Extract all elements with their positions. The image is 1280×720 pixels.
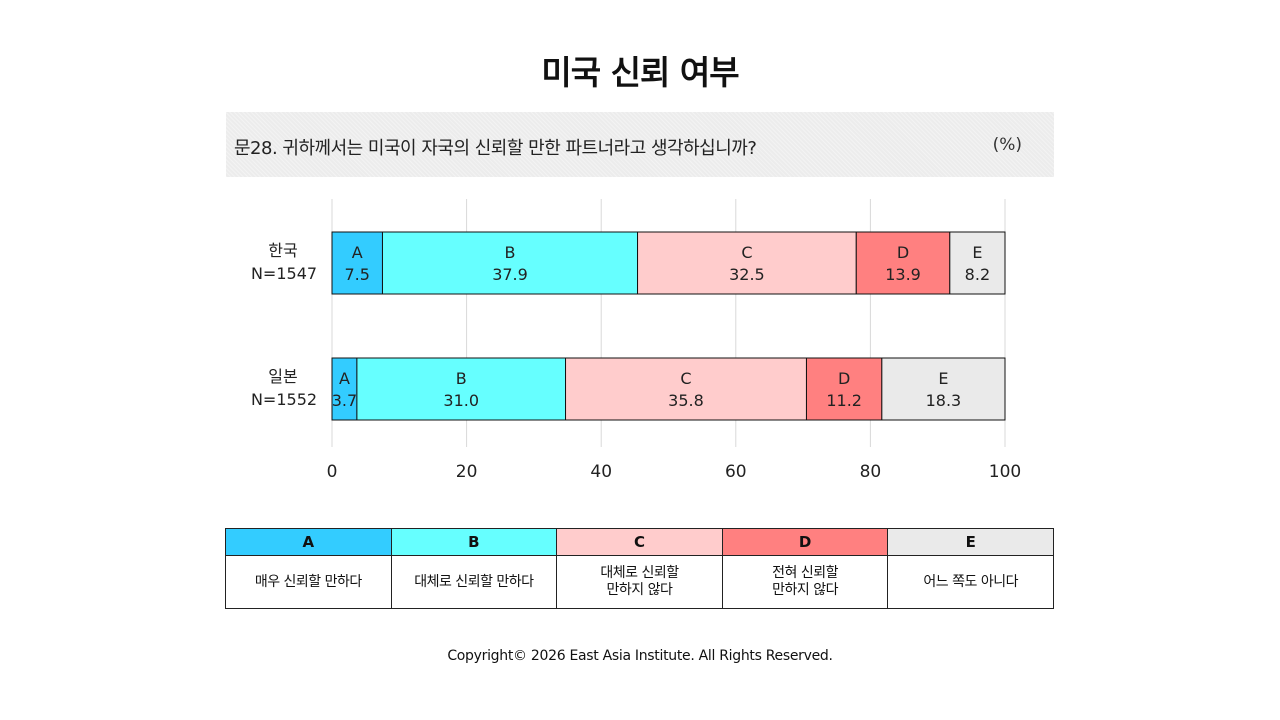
legend-description-line: 대체로 신뢰할 만하다 xyxy=(414,573,534,590)
legend-key-d: D xyxy=(721,528,889,556)
bar-series-label: A xyxy=(352,243,363,262)
unit-label: (%) xyxy=(992,135,1022,155)
legend-description-line: 만하지 않다 xyxy=(772,582,838,598)
legend-description-line: 어느 쪽도 아니다 xyxy=(923,573,1018,590)
bar-segment xyxy=(356,357,567,421)
bar-value-label: 31.0 xyxy=(443,391,479,410)
category-label: 일본 xyxy=(268,367,297,386)
bar-value-label: 3.7 xyxy=(332,391,357,410)
legend-description-e: 어느 쪽도 아니다 xyxy=(887,555,1054,609)
bar-segment xyxy=(805,357,883,421)
bar-value-label: 35.8 xyxy=(668,391,704,410)
legend-key-e: E xyxy=(887,528,1054,556)
bar-segment xyxy=(881,357,1006,421)
x-tick-label: 20 xyxy=(456,462,478,482)
legend-key-b: B xyxy=(390,528,558,556)
x-tick-label: 60 xyxy=(725,462,747,482)
legend-description-d: 전혀 신뢰할 만하지 않다 xyxy=(721,555,889,609)
bar-series-label: B xyxy=(505,243,516,262)
bar-value-label: 13.9 xyxy=(885,265,921,284)
bar-series-label: A xyxy=(339,369,350,388)
x-tick-label: 100 xyxy=(989,462,1021,482)
x-tick-label: 80 xyxy=(860,462,882,482)
bar-segment xyxy=(331,231,383,295)
copyright-text: Copyright© 2026 East Asia Institute. All… xyxy=(447,648,833,664)
question-box: 문28. 귀하께서는 미국이 자국의 신뢰할 만한 파트너라고 생각하십니까? … xyxy=(226,112,1054,177)
bar-segment xyxy=(637,231,857,295)
legend-key-a: A xyxy=(225,528,392,556)
bar-series-label: E xyxy=(938,369,948,388)
bar-value-label: 7.5 xyxy=(345,265,370,284)
legend-description-c: 대체로 신뢰할 만하지 않다 xyxy=(556,555,723,609)
legend-description-line: 만하지 않다 xyxy=(606,582,673,598)
bar-segment xyxy=(855,231,951,295)
bar-segment xyxy=(381,231,639,295)
bar-series-label: D xyxy=(838,369,850,388)
legend-key-c: C xyxy=(556,528,723,556)
legend-description-a: 매우 신뢰할 만하다 xyxy=(225,555,392,609)
chart-title: 미국 신뢰 여부 xyxy=(541,53,739,92)
legend-description-line: 매우 신뢰할 만하다 xyxy=(254,573,362,590)
bar-value-label: 8.2 xyxy=(965,265,990,284)
legend-description-row: 매우 신뢰할 만하다 대체로 신뢰할 만하다 대체로 신뢰할 만하지 않다 전혀 신뢰할… xyxy=(225,555,1054,609)
bar-segment xyxy=(949,231,1006,295)
bar-segment xyxy=(565,357,807,421)
legend-description-line: 전혀 신뢰할 xyxy=(772,565,838,581)
bar-value-label: 37.9 xyxy=(492,265,528,284)
bar-series-label: C xyxy=(741,243,752,262)
question-text: 문28. 귀하께서는 미국이 자국의 신뢰할 만한 파트너라고 생각하십니까? xyxy=(234,138,757,159)
legend-description-line: 대체로 신뢰할 xyxy=(600,565,679,581)
bar-segment xyxy=(331,357,358,421)
category-n-label: N=1552 xyxy=(251,390,317,409)
category-label: 한국 xyxy=(268,241,297,260)
x-tick-label: 0 xyxy=(327,462,338,482)
bar-series-label: E xyxy=(972,243,982,262)
bar-series-label: C xyxy=(680,369,691,388)
bar-series-label: B xyxy=(456,369,467,388)
stacked-bar-chart: 0 20 40 60 80 100 A 7.5 B 37.9 C 32.5 D 13.9 E 8.2 한국 N=1… xyxy=(251,199,1021,482)
legend-description-b: 대체로 신뢰할 만하다 xyxy=(390,555,558,609)
x-tick-label: 40 xyxy=(590,462,612,482)
category-n-label: N=1547 xyxy=(251,264,317,283)
bar-series-label: D xyxy=(897,243,909,262)
bar-value-label: 11.2 xyxy=(826,391,862,410)
bar-value-label: 18.3 xyxy=(926,391,962,410)
bar-value-label: 32.5 xyxy=(729,265,765,284)
